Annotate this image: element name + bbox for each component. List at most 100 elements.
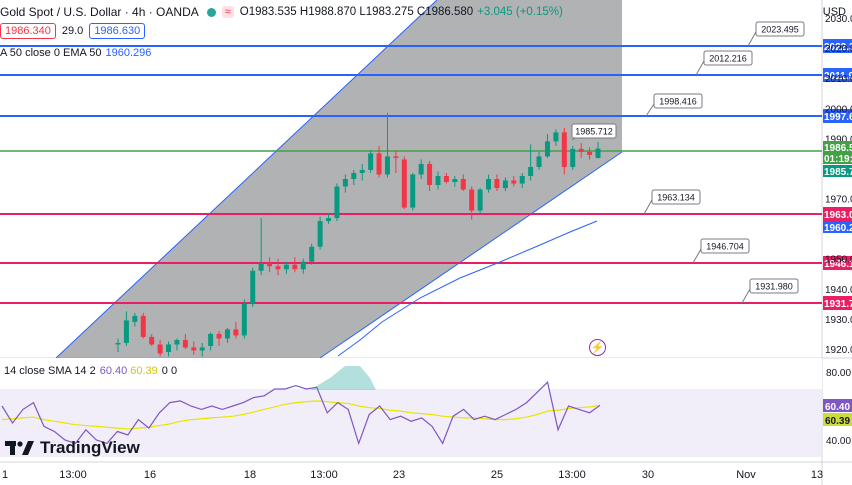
rsi-legend-zeros: 0 0	[161, 365, 178, 377]
candle-body	[359, 169, 365, 173]
candle-body	[570, 148, 576, 167]
price-change: +3.045 (+0.15%)	[477, 6, 563, 18]
rsi-overbought-fill	[310, 366, 376, 390]
level-label-box	[703, 50, 753, 66]
rsi-band	[0, 389, 822, 457]
candle-body	[250, 270, 256, 304]
candle-body	[418, 163, 424, 175]
rsi-tick-label: 40.00	[826, 436, 851, 447]
level-label-box	[755, 21, 805, 37]
candle-body	[494, 179, 500, 189]
candle-body	[578, 148, 584, 152]
price-tick-label: 1920.0	[825, 345, 852, 356]
candle-body	[477, 189, 483, 211]
rsi-pane	[0, 358, 822, 457]
rsi-legend-value: 60.40	[99, 365, 128, 377]
axis-badge	[823, 165, 852, 177]
candle-body	[528, 166, 534, 176]
price-tick-label: 1970.0	[825, 195, 852, 206]
candle-body	[267, 263, 273, 267]
rsi-legend-sma: 60.39	[130, 365, 158, 377]
rsi-axis-badge	[823, 399, 852, 412]
time-tick-label: 25	[491, 469, 503, 481]
candle-body	[216, 333, 222, 339]
candle-body	[224, 329, 230, 339]
channel-fill	[56, 0, 622, 358]
rsi-sma-line	[1, 400, 601, 430]
channel-upper-line	[55, 0, 438, 359]
candle-body	[435, 175, 441, 186]
candle-body	[393, 156, 399, 158]
price-tick-label: 1940.0	[825, 285, 852, 296]
price-channel	[55, 0, 623, 359]
candle-body	[292, 264, 298, 270]
level-axis-value: 2011.9	[824, 71, 852, 82]
price-tick-label: 1950.0	[825, 255, 852, 266]
rsi-legend-label: 14 close SMA 14 2	[4, 365, 96, 377]
candle-body	[502, 180, 508, 189]
currency-label: USD	[822, 6, 846, 18]
trade-panel: 1986.340 29.0 1986.630	[0, 23, 146, 39]
candle-body	[233, 329, 239, 336]
level-label: 2012.216	[709, 54, 747, 64]
candle-body	[384, 156, 390, 175]
price-tick-label: 2000.0	[825, 104, 852, 115]
candle-body	[351, 172, 357, 179]
ema-legend[interactable]: A 50 close 0 EMA 50 1960.296	[0, 47, 151, 59]
candle-body	[241, 303, 247, 336]
price-tick-label: 2010.0	[825, 74, 852, 85]
level-axis-value: 1997.6	[824, 112, 852, 123]
lightning-event-icon[interactable]: ⚡	[589, 339, 606, 356]
time-tick-label: 13	[811, 469, 823, 481]
channel-lower-line	[319, 151, 623, 359]
time-axis: 1 13:00 16 18 13:00 23 25 13:00 30 Nov 13	[2, 469, 823, 481]
symbol-title[interactable]: Gold Spot / U.S. Dollar · 4h · OANDA	[0, 5, 199, 19]
candle-body	[401, 159, 407, 208]
candle-body	[368, 153, 374, 170]
buy-button[interactable]: 1986.630	[89, 23, 146, 39]
axis-badge-text: 1986.5	[824, 143, 852, 154]
level-label: 1946.704	[706, 242, 744, 252]
candle-body	[519, 175, 525, 184]
level-label-box	[700, 238, 750, 254]
rsi-line	[1, 381, 601, 446]
time-tick-label: 13:00	[558, 469, 586, 481]
candle-body	[460, 179, 466, 190]
level-leader	[741, 288, 751, 304]
candle-body	[132, 315, 138, 322]
candle-body	[334, 186, 340, 219]
rsi-axis-badge-text: 60.40	[825, 402, 850, 413]
wave-icon[interactable]: ≈	[221, 6, 234, 18]
level-lines: 2023.495 2012.216 1998.416 1963.134 1946.704…	[0, 21, 822, 304]
level-axis-badge	[823, 109, 852, 123]
candle-body	[123, 320, 129, 343]
price-tick-label: 2020.0	[825, 44, 852, 55]
candle-body	[317, 221, 323, 247]
time-tick-label: 16	[144, 469, 156, 481]
tradingview-logo: TradingView	[4, 438, 140, 458]
level-axis-badge	[823, 207, 852, 221]
candle-body	[544, 141, 550, 157]
level-axis-value: 1946.1	[824, 259, 852, 270]
axis-badge-text: 1960.2	[824, 223, 852, 234]
candle-body	[191, 347, 197, 351]
callout-label: 1985.712	[575, 127, 613, 137]
candle-body	[410, 174, 416, 208]
rsi-legend[interactable]: 14 close SMA 14 2 60.40 60.39 0 0	[4, 365, 177, 377]
price-tick-label: 1990.0	[825, 134, 852, 145]
rsi-axis-badge-text: 60.39	[825, 416, 850, 427]
candle-body	[376, 153, 382, 175]
candle-body	[166, 344, 172, 352]
level-leader	[692, 248, 702, 264]
level-label: 1998.416	[659, 97, 697, 107]
candle-body	[182, 339, 188, 348]
ema-legend-label: A 50 close 0 EMA 50	[0, 47, 102, 59]
spread-value: 29.0	[61, 25, 84, 37]
candle-body	[595, 148, 601, 158]
sell-button[interactable]: 1986.340	[0, 23, 56, 39]
market-open-dot	[206, 7, 216, 17]
candle-body	[443, 175, 449, 183]
ema-50-line	[337, 220, 598, 357]
candle-body	[275, 266, 281, 270]
